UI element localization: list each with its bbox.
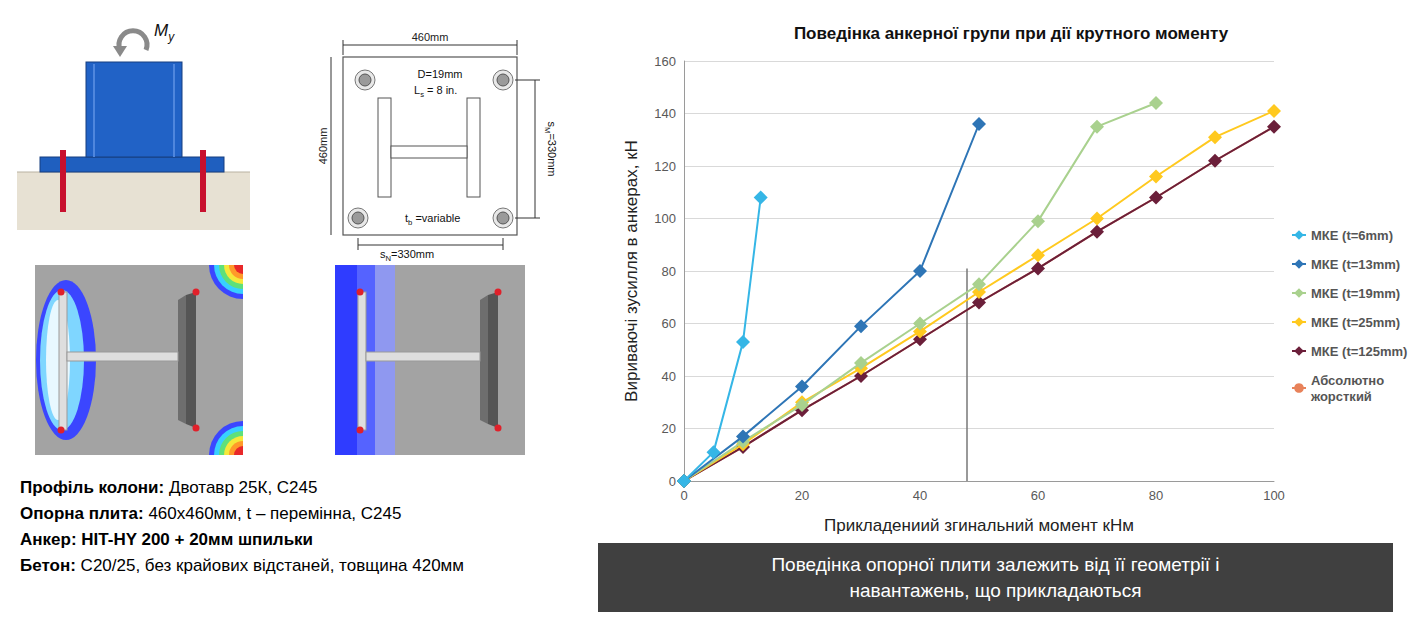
svg-text:Ls = 8 in.: Ls = 8 in. [414,84,457,99]
svg-text:МКЕ (t=13mm): МКЕ (t=13mm) [1311,257,1400,272]
svg-text:100: 100 [654,211,676,226]
svg-text:sN=330mm: sN=330mm [380,248,434,263]
svg-text:40: 40 [662,369,676,384]
html-text:Поведінка опорної плити залежи: Поведінка опорної плити залежить від її … [771,553,1220,601]
svg-text:МКЕ (t=6mm): МКЕ (t=6mm) [1311,228,1393,243]
svg-text:20: 20 [662,421,676,436]
svg-text:Бетон: С20/25, без крайових ві: Бетон: С20/25, без крайових відстаней, т… [20,556,464,575]
svg-text:160: 160 [654,54,676,69]
svg-text:жорсткий: жорсткий [1310,389,1372,404]
svg-text:0: 0 [680,488,687,503]
svg-text:40: 40 [913,488,927,503]
svg-text:20: 20 [795,488,809,503]
svg-text:460mm: 460mm [412,31,449,43]
svg-text:Вириваючі зусилля в анкерах, к: Вириваючі зусилля в анкерах, кН [622,140,641,402]
svg-text:140: 140 [654,106,676,121]
svg-text:460mm: 460mm [317,128,329,165]
svg-text:Анкер: HIT-HY 200 + 20мм шпиль: Анкер: HIT-HY 200 + 20мм шпильки [20,530,313,549]
svg-text:D=19mm: D=19mm [418,68,463,80]
svg-text:МКЕ (t=25mm): МКЕ (t=25mm) [1311,315,1400,330]
svg-text:80: 80 [1149,488,1163,503]
svg-text:My: My [154,21,175,44]
svg-text:120: 120 [654,159,676,174]
svg-text:80: 80 [662,264,676,279]
svg-text:60: 60 [1031,488,1045,503]
svg-text:МКЕ (t=125mm): МКЕ (t=125mm) [1311,344,1407,359]
svg-text:sM=330mm: sM=330mm [543,121,558,176]
svg-text:100: 100 [1263,488,1285,503]
svg-text:Поведінка анкерної групи при д: Поведінка анкерної групи при дії крутног… [794,24,1229,43]
svg-text:Прикладениий згинальний момент: Прикладениий згинальний момент кНм [824,516,1134,535]
svg-text:0: 0 [669,474,676,489]
svg-text:Абсолютно: Абсолютно [1311,373,1384,388]
svg-text:МКЕ (t=19mm): МКЕ (t=19mm) [1311,286,1400,301]
svg-text:Опорна плита: 460x460мм, t – п: Опорна плита: 460x460мм, t – перемінна, … [20,504,401,523]
svg-text:tb =variable: tb =variable [405,212,460,227]
svg-text:60: 60 [662,316,676,331]
svg-text:Профіль колони: Двотавр 25К, С: Профіль колони: Двотавр 25К, С245 [20,478,317,497]
